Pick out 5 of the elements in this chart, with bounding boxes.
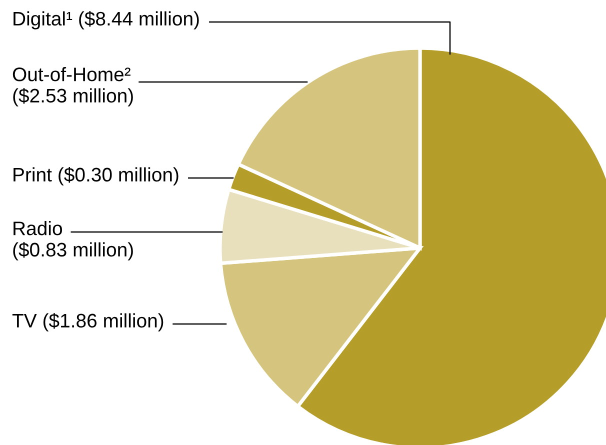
slice-label: Out-of-Home² ($2.53 million) xyxy=(12,67,133,106)
slice-label: Digital¹ ($8.44 million) xyxy=(14,11,199,30)
slice-label: TV ($1.86 million) xyxy=(12,312,164,332)
slice-label: Print ($0.30 million) xyxy=(14,166,178,186)
slice-label: Radio ($0.83 million) xyxy=(13,221,133,260)
